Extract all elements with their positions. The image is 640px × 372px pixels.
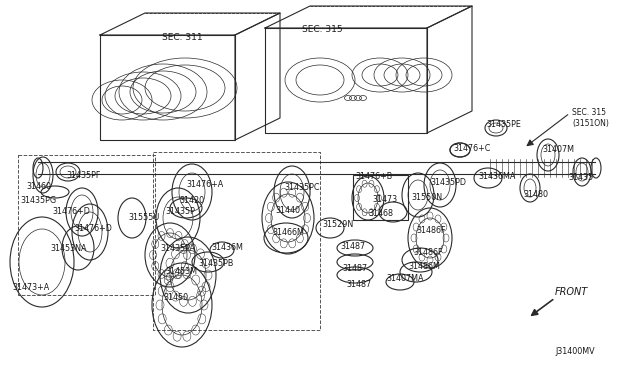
Text: 31435: 31435: [568, 173, 593, 182]
Text: FRONT: FRONT: [555, 287, 588, 297]
Text: 31407MA: 31407MA: [386, 274, 424, 283]
Text: 31486F: 31486F: [416, 226, 445, 235]
Text: 31468: 31468: [368, 209, 393, 218]
Text: 31435PA: 31435PA: [160, 244, 195, 253]
Text: 31486M: 31486M: [408, 262, 440, 271]
Text: 31487: 31487: [342, 264, 367, 273]
Text: 31476+D: 31476+D: [52, 207, 90, 216]
Text: SEC. 315: SEC. 315: [302, 25, 342, 34]
Text: 31555U: 31555U: [128, 213, 159, 222]
Text: 31435PC: 31435PC: [284, 183, 319, 192]
Text: 31407M: 31407M: [542, 145, 574, 154]
Text: 31460: 31460: [26, 182, 51, 191]
Text: 31486F: 31486F: [413, 248, 442, 257]
Text: 31487: 31487: [340, 242, 365, 251]
Text: 31435PB: 31435PB: [198, 259, 234, 268]
Text: 31529N: 31529N: [322, 220, 353, 229]
Text: 31420: 31420: [179, 196, 204, 205]
Text: 31435PF: 31435PF: [66, 171, 100, 180]
Bar: [353, 175, 408, 220]
Text: 31480: 31480: [523, 190, 548, 199]
Text: 31453M: 31453M: [165, 267, 197, 276]
Text: 31436M: 31436M: [211, 243, 243, 252]
Text: 31435PE: 31435PE: [486, 120, 521, 129]
Text: SEC. 315: SEC. 315: [572, 108, 606, 117]
Text: J31400MV: J31400MV: [555, 347, 595, 356]
Text: SEC. 311: SEC. 311: [162, 33, 203, 42]
Text: 31473: 31473: [372, 195, 397, 204]
Text: 31476+A: 31476+A: [186, 180, 223, 189]
Text: 31487: 31487: [346, 280, 371, 289]
Text: (3151ON): (3151ON): [572, 119, 609, 128]
Text: 31450: 31450: [163, 293, 188, 302]
Text: 31453NA: 31453NA: [50, 244, 86, 253]
Text: 31473+A: 31473+A: [12, 283, 49, 292]
Text: 31466M: 31466M: [272, 228, 304, 237]
Text: 31435PD: 31435PD: [430, 178, 466, 187]
Text: 31435PG: 31435PG: [20, 196, 56, 205]
Text: 31435P: 31435P: [165, 207, 195, 216]
Text: 31550N: 31550N: [411, 193, 442, 202]
Text: 31476+D: 31476+D: [74, 224, 112, 233]
Text: 31476+C: 31476+C: [453, 144, 490, 153]
Text: 31440: 31440: [275, 206, 300, 215]
Text: 31476+B: 31476+B: [355, 172, 392, 181]
Text: 31436MA: 31436MA: [478, 172, 515, 181]
